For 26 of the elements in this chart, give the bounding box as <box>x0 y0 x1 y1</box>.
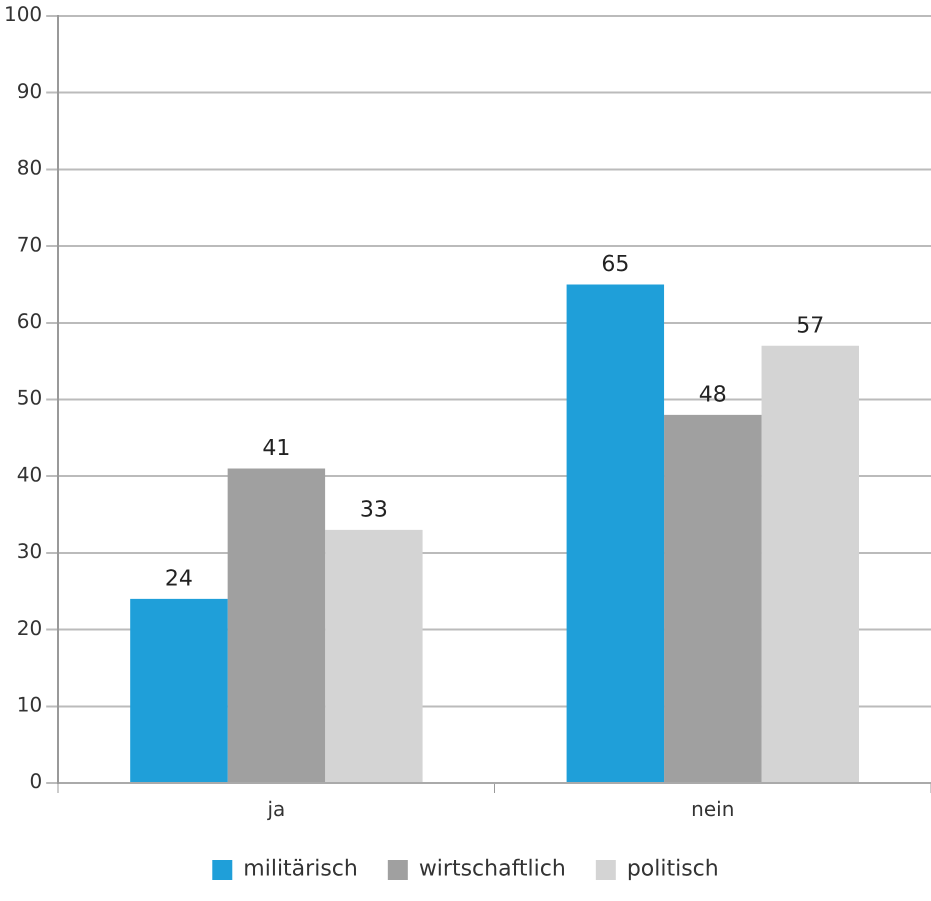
legend-label: wirtschaftlich <box>418 856 566 882</box>
data-label: 24 <box>164 566 193 592</box>
y-tick-label: 0 <box>29 769 42 794</box>
bar <box>566 284 664 782</box>
legend-label: politisch <box>626 856 719 882</box>
y-tick-label: 100 <box>4 2 42 26</box>
y-tick-label: 10 <box>16 692 42 717</box>
y-tick-label: 50 <box>16 386 42 410</box>
bar <box>762 346 859 782</box>
bar <box>325 530 423 782</box>
x-tick-label: ja <box>266 797 286 822</box>
data-label: 41 <box>262 436 290 462</box>
y-tick-label: 60 <box>16 309 42 334</box>
legend-label: militärisch <box>243 856 358 882</box>
y-tick-label: 40 <box>16 462 42 486</box>
y-tick-label: 30 <box>16 539 42 564</box>
x-tick-label: nein <box>691 797 734 822</box>
data-label: 33 <box>360 498 388 523</box>
y-tick-label: 70 <box>16 232 42 256</box>
data-label: 57 <box>796 314 824 339</box>
bar <box>130 598 228 782</box>
y-tick-label: 90 <box>16 78 42 103</box>
y-tick-label: 80 <box>16 156 42 180</box>
y-tick-label: 20 <box>16 616 42 640</box>
data-label: 65 <box>601 252 630 278</box>
data-label: 48 <box>698 382 727 408</box>
